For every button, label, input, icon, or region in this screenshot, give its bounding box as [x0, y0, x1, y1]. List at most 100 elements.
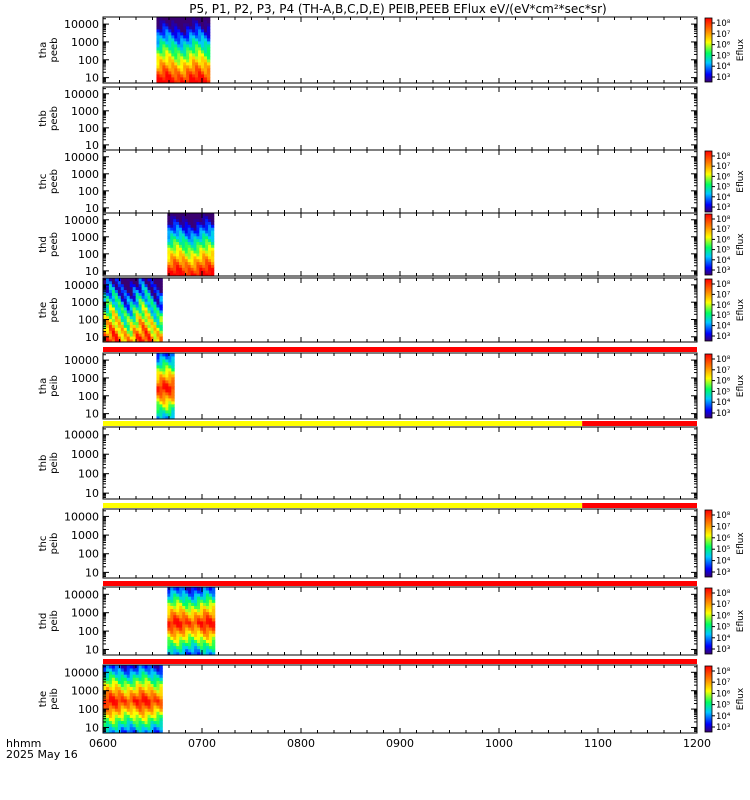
spectrogram-cell: [205, 596, 210, 600]
spectrogram-cell: [162, 68, 166, 72]
spectrogram-cell: [181, 213, 186, 217]
spectrogram-cell: [114, 686, 119, 691]
spectrogram-cell: [114, 301, 119, 305]
spectrogram-cell: [192, 35, 196, 39]
spectrogram-cell: [186, 62, 190, 66]
spectrogram-cell: [162, 380, 166, 384]
spectrogram-cell: [197, 645, 201, 650]
spectrogram-cell: [147, 292, 151, 296]
spectrogram-cell: [162, 32, 166, 36]
spectrogram-cell: [132, 336, 137, 340]
spectrogram-cell: [211, 596, 216, 600]
spectrogram-cell: [153, 674, 157, 678]
spectrogram-cell: [153, 289, 157, 293]
spectrogram-cell: [132, 301, 137, 305]
spectrogram-cell: [197, 630, 201, 634]
panel-ylabel: peib: [49, 610, 60, 632]
spectrogram-cell: [159, 689, 163, 694]
spectrogram-cell: [156, 416, 160, 420]
spectrogram-cell: [211, 621, 216, 625]
spectrogram-cell: [159, 71, 163, 75]
spectrogram-cell: [111, 665, 116, 669]
colorbar-tick-label: 10⁶: [716, 611, 731, 621]
spectrogram-cell: [123, 310, 128, 314]
spectrogram-cell: [129, 686, 134, 691]
spectrogram-cell: [210, 227, 215, 231]
panel-ylabel: thc: [38, 536, 49, 552]
spectrogram-cell: [135, 307, 140, 311]
spectrogram-cell: [105, 292, 110, 296]
spectrogram-cell: [147, 717, 151, 722]
spectrogram-cell: [193, 258, 197, 263]
spectrogram-cell: [196, 264, 200, 268]
spectrogram-cell: [144, 674, 148, 678]
spectrogram-cell: [153, 330, 157, 334]
spectrogram-cell: [156, 362, 160, 366]
spectrogram-cell: [177, 41, 181, 45]
spectrogram-cell: [193, 230, 197, 234]
spectrogram-cell: [108, 720, 113, 725]
spectrogram-cell: [168, 74, 172, 78]
spectrogram-cell: [147, 677, 151, 681]
spectrogram-cell: [114, 714, 119, 718]
spectrogram-cell: [129, 702, 134, 706]
spectrogram-cell: [202, 642, 207, 647]
spectrogram-cell: [168, 17, 172, 21]
spectrogram-cell: [197, 624, 201, 628]
spectrogram-cell: [138, 702, 143, 706]
spectrogram-cell: [186, 38, 190, 42]
spectrogram-cell: [156, 292, 160, 296]
x-tick-label: 0900: [386, 737, 414, 750]
colorbar-label: Eflux: [736, 374, 746, 397]
spectrogram-cell: [170, 624, 174, 628]
spectrogram-cell: [156, 32, 160, 36]
spectrogram-cell: [199, 264, 203, 268]
spectrogram-cell: [197, 617, 201, 622]
spectrogram-cell: [179, 599, 183, 603]
spectrogram-cell: [135, 295, 140, 299]
spectrogram-cell: [180, 44, 184, 48]
spectrogram-cell: [171, 389, 175, 393]
spectrogram-cell: [182, 636, 186, 640]
spectrogram-cell: [167, 590, 171, 594]
spectrogram-cell: [105, 336, 110, 340]
spectrogram-cell: [206, 53, 211, 57]
spectrogram-cell: [171, 20, 175, 24]
colorbar-tick-label: 10³: [716, 332, 730, 342]
spectrogram-cell: [111, 692, 116, 697]
spectrogram-cell: [144, 336, 148, 340]
spectrogram-cell: [192, 50, 196, 54]
spectrogram-cell: [181, 255, 186, 260]
spectrogram-cell: [150, 683, 154, 688]
spectrogram-cell: [105, 289, 110, 293]
spectrogram-cell: [153, 680, 157, 684]
spectrogram-cell: [185, 590, 189, 594]
spectrogram-cell: [173, 602, 177, 606]
spectrogram-cell: [180, 53, 184, 57]
spectrogram-cell: [197, 599, 201, 603]
spectrogram-cell: [168, 68, 172, 72]
spectrogram-cell: [167, 238, 171, 243]
spectrogram-cell: [165, 359, 169, 363]
spectrogram-cell: [171, 44, 175, 48]
spectrogram-cell: [135, 665, 140, 669]
spectrogram-cell: [114, 708, 119, 712]
spectrogram-cell: [180, 65, 184, 69]
spectrogram-cell: [198, 47, 202, 51]
spectrogram-cell: [188, 633, 192, 637]
spectrogram-cell: [141, 723, 145, 728]
spectrogram-cell: [165, 392, 169, 396]
spectrogram-cell: [162, 77, 166, 81]
spectrogram-cell: [162, 413, 166, 417]
spectrogram-cell: [111, 708, 116, 712]
spectrogram-cell: [147, 295, 151, 299]
spectrogram-cell: [176, 264, 180, 268]
spectrogram-cell: [129, 705, 134, 709]
spectrogram-cell: [123, 286, 128, 291]
spectrogram-cell: [108, 333, 113, 337]
spectrogram-cell: [147, 711, 151, 715]
spectrogram-cell: [203, 53, 208, 57]
spectrogram-cell: [199, 261, 203, 265]
spectrogram-cell: [192, 65, 196, 69]
